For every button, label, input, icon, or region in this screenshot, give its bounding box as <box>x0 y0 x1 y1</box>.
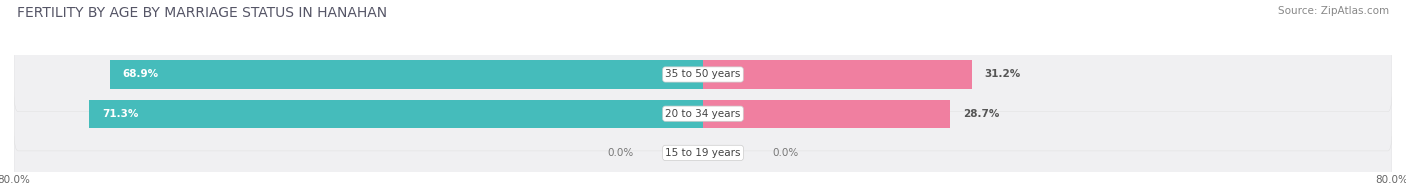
Text: 0.0%: 0.0% <box>772 148 799 158</box>
Bar <box>703 60 972 89</box>
Text: 68.9%: 68.9% <box>122 69 159 80</box>
Text: 28.7%: 28.7% <box>963 109 1000 119</box>
FancyBboxPatch shape <box>14 116 1392 190</box>
Text: 20 to 34 years: 20 to 34 years <box>665 109 741 119</box>
Text: 71.3%: 71.3% <box>101 109 138 119</box>
Text: Source: ZipAtlas.com: Source: ZipAtlas.com <box>1278 6 1389 16</box>
Bar <box>110 60 703 89</box>
FancyBboxPatch shape <box>14 37 1392 112</box>
Text: 15 to 19 years: 15 to 19 years <box>665 148 741 158</box>
Bar <box>703 100 950 128</box>
Text: 35 to 50 years: 35 to 50 years <box>665 69 741 80</box>
FancyBboxPatch shape <box>14 76 1392 151</box>
Text: 0.0%: 0.0% <box>607 148 634 158</box>
Text: FERTILITY BY AGE BY MARRIAGE STATUS IN HANAHAN: FERTILITY BY AGE BY MARRIAGE STATUS IN H… <box>17 6 387 20</box>
Bar <box>89 100 703 128</box>
Text: 31.2%: 31.2% <box>984 69 1021 80</box>
